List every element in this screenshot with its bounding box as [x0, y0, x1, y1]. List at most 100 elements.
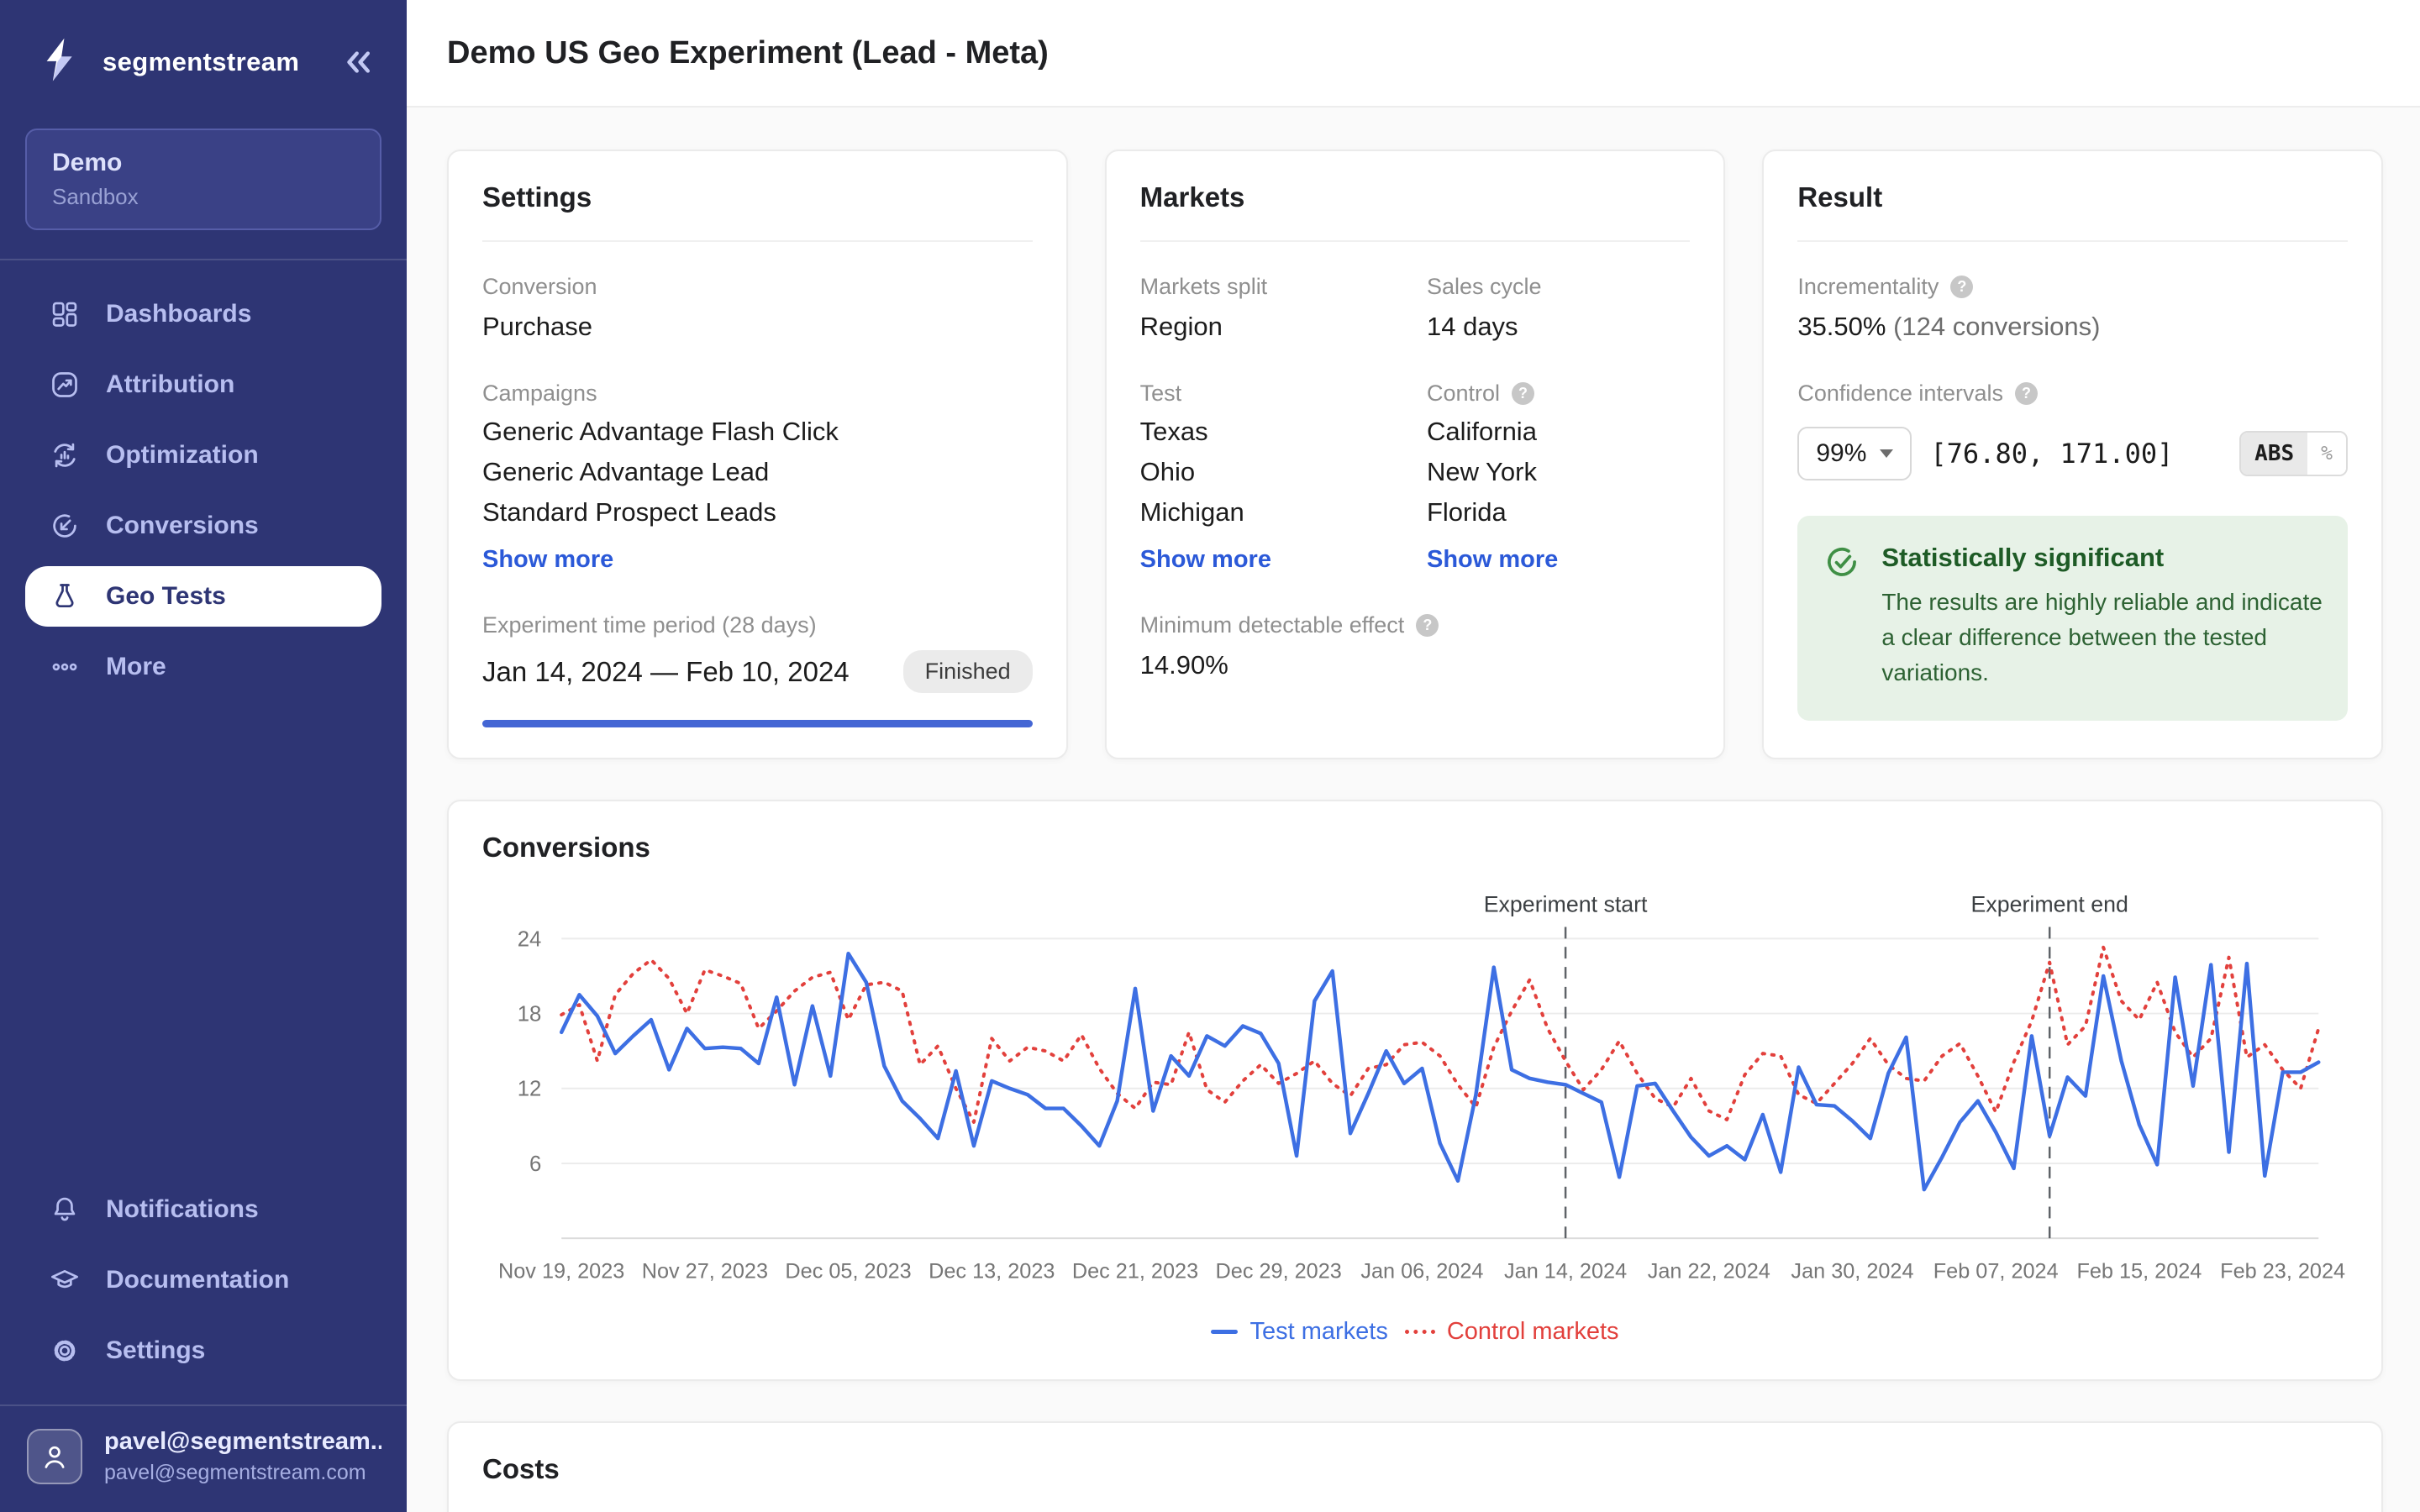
page-header: Demo US Geo Experiment (Lead - Meta)	[407, 0, 2420, 108]
sidebar-item-geo-tests[interactable]: Geo Tests	[25, 566, 381, 627]
control-help-icon[interactable]: ?	[1512, 382, 1534, 405]
sidebar-item-label: More	[106, 653, 166, 681]
legend-control-markets[interactable]: Control markets	[1405, 1318, 1619, 1346]
costs-card-title: Costs	[482, 1453, 2348, 1485]
svg-text:Jan 06, 2024: Jan 06, 2024	[1360, 1260, 1483, 1284]
control-market-item: New York	[1427, 457, 1690, 487]
control-show-more-link[interactable]: Show more	[1427, 546, 1558, 574]
markets-card-title: Markets	[1140, 181, 1691, 213]
sidebar-item-label: Conversions	[106, 512, 259, 540]
confidence-row: 99% [76.80, 171.00] ABS %	[1797, 427, 2348, 480]
sidebar-header: segmentstream	[0, 0, 407, 113]
toggle-abs-option[interactable]: ABS	[2241, 433, 2307, 475]
user-menu[interactable]: pavel@segmentstream... pavel@segmentstre…	[0, 1406, 407, 1512]
segmentstream-logo-icon	[35, 35, 84, 88]
svg-text:Jan 14, 2024: Jan 14, 2024	[1504, 1260, 1627, 1284]
toggle-percent-option[interactable]: %	[2307, 433, 2346, 475]
incrementality-detail: (124 conversions)	[1886, 312, 2100, 341]
confidence-level-select[interactable]: 99%	[1797, 427, 1912, 480]
result-card: Result Incrementality ? 35.50% (124 conv…	[1762, 150, 2383, 759]
svg-text:Dec 29, 2023: Dec 29, 2023	[1216, 1260, 1342, 1284]
settings-card: Settings Conversion Purchase Campaigns G…	[447, 150, 1068, 759]
sidebar-item-conversions[interactable]: Conversions	[25, 496, 381, 556]
markets-split-field: Markets split Region	[1140, 274, 1403, 342]
settings-card-title: Settings	[482, 181, 1033, 213]
sidebar-item-optimization[interactable]: Optimization	[25, 425, 381, 486]
sidebar-item-documentation[interactable]: Documentation	[25, 1250, 381, 1310]
chart-legend: Test markets Control markets	[482, 1313, 2348, 1359]
mde-label: Minimum detectable effect ?	[1140, 612, 1691, 638]
svg-text:Feb 23, 2024: Feb 23, 2024	[2220, 1260, 2345, 1284]
test-markets-field: Test Texas Ohio Michigan Show more	[1140, 381, 1403, 574]
sidebar: segmentstream Demo Sandbox Dashboards	[0, 0, 407, 1512]
campaigns-list: Generic Advantage Flash Click Generic Ad…	[482, 417, 1033, 528]
gear-icon	[49, 1335, 81, 1367]
user-name: pavel@segmentstream...	[104, 1428, 381, 1456]
confidence-level-value: 99%	[1816, 439, 1866, 468]
significance-banner: Statistically significant The results ar…	[1797, 516, 2348, 721]
campaigns-label: Campaigns	[482, 381, 1033, 407]
incrementality-label: Incrementality ?	[1797, 274, 2348, 300]
more-dots-icon	[49, 651, 81, 683]
sidebar-item-label: Notifications	[106, 1195, 259, 1224]
incrementality-help-icon[interactable]: ?	[1950, 276, 1973, 298]
svg-text:24: 24	[518, 927, 542, 951]
control-label: Control ?	[1427, 381, 1690, 407]
experiment-progress-bar	[482, 720, 1033, 727]
control-markets-field: Control ? California New York Florida Sh…	[1427, 381, 1690, 574]
significance-description: The results are highly reliable and indi…	[1881, 585, 2323, 690]
divider	[1140, 240, 1691, 242]
divider	[1797, 240, 2348, 242]
svg-text:Feb 15, 2024: Feb 15, 2024	[2076, 1260, 2202, 1284]
svg-text:12: 12	[518, 1078, 542, 1101]
svg-text:Nov 19, 2023: Nov 19, 2023	[498, 1260, 624, 1284]
campaign-item: Standard Prospect Leads	[482, 497, 1033, 528]
confidence-help-icon[interactable]: ?	[2015, 382, 2038, 405]
test-label: Test	[1140, 381, 1403, 407]
sidebar-item-label: Optimization	[106, 441, 259, 470]
legend-test-markets[interactable]: Test markets	[1211, 1318, 1387, 1346]
sidebar-item-label: Dashboards	[106, 300, 251, 328]
sidebar-item-dashboards[interactable]: Dashboards	[25, 284, 381, 344]
conversion-label: Conversion	[482, 274, 1033, 300]
sidebar-item-attribution[interactable]: Attribution	[25, 354, 381, 415]
page-title: Demo US Geo Experiment (Lead - Meta)	[447, 35, 1049, 71]
svg-text:Feb 07, 2024: Feb 07, 2024	[1933, 1260, 2059, 1284]
summary-cards-row: Settings Conversion Purchase Campaigns G…	[447, 150, 2383, 759]
chevron-down-icon	[1880, 449, 1893, 458]
sidebar-item-label: Settings	[106, 1336, 205, 1365]
sidebar-item-more[interactable]: More	[25, 637, 381, 697]
confidence-interval-value: [76.80, 171.00]	[1930, 438, 2173, 470]
confidence-label: Confidence intervals ?	[1797, 381, 2348, 407]
bell-icon	[49, 1194, 81, 1226]
campaigns-show-more-link[interactable]: Show more	[482, 546, 613, 574]
test-show-more-link[interactable]: Show more	[1140, 546, 1271, 574]
sidebar-spacer	[0, 697, 407, 1179]
avatar	[27, 1429, 82, 1484]
sidebar-item-notifications[interactable]: Notifications	[25, 1179, 381, 1240]
page-content: Settings Conversion Purchase Campaigns G…	[407, 108, 2420, 1512]
abs-percent-toggle[interactable]: ABS %	[2239, 431, 2348, 476]
period-row: Jan 14, 2024 — Feb 10, 2024 Finished	[482, 650, 1033, 693]
main-area: Demo US Geo Experiment (Lead - Meta) Set…	[407, 0, 2420, 1512]
project-name: Demo	[52, 149, 355, 177]
control-markets-list: California New York Florida	[1427, 417, 1690, 528]
project-switcher[interactable]: Demo Sandbox	[25, 129, 381, 230]
sales-cycle-value: 14 days	[1427, 312, 1690, 342]
sidebar-item-settings[interactable]: Settings	[25, 1320, 381, 1381]
conversions-chart: 6121824Nov 19, 2023Nov 27, 2023Dec 05, 2…	[482, 880, 2348, 1313]
check-circle-icon	[1823, 543, 1861, 690]
brand-name: segmentstream	[103, 47, 299, 77]
svg-text:Experiment start: Experiment start	[1484, 892, 1648, 917]
collapse-sidebar-icon[interactable]	[341, 48, 375, 76]
costs-card: Costs	[447, 1421, 2383, 1512]
test-market-item: Texas	[1140, 417, 1403, 447]
status-badge: Finished	[903, 650, 1033, 693]
mde-help-icon[interactable]: ?	[1416, 614, 1439, 637]
svg-text:Nov 27, 2023: Nov 27, 2023	[642, 1260, 768, 1284]
conversions-card: Conversions 6121824Nov 19, 2023Nov 27, 2…	[447, 800, 2383, 1381]
attribution-icon	[49, 369, 81, 401]
dashboards-icon	[49, 298, 81, 330]
svg-text:Dec 05, 2023: Dec 05, 2023	[785, 1260, 911, 1284]
user-email: pavel@segmentstream.com	[104, 1461, 381, 1485]
